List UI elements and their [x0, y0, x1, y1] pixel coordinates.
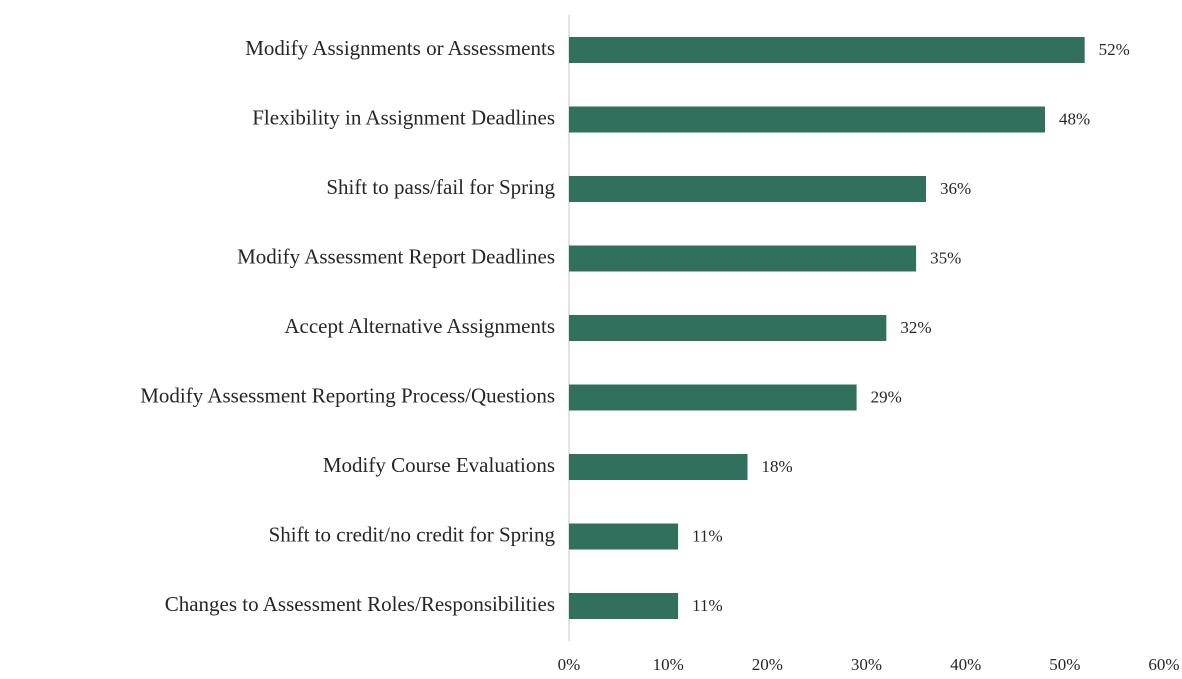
x-tick-label: 40%	[950, 655, 981, 674]
y-tick-label: Modify Course Evaluations	[323, 453, 555, 477]
y-tick-label: Modify Assignments or Assessments	[245, 36, 555, 60]
value-label: 36%	[940, 179, 971, 198]
value-label: 11%	[692, 596, 723, 615]
value-label: 48%	[1059, 109, 1090, 128]
y-tick-label: Accept Alternative Assignments	[284, 314, 555, 338]
value-label: 18%	[762, 457, 793, 476]
bar	[569, 454, 748, 480]
bar	[569, 384, 857, 411]
bar	[569, 523, 679, 550]
bar	[569, 176, 926, 202]
x-tick-label: 30%	[851, 655, 882, 674]
value-label: 35%	[930, 248, 961, 267]
bar	[569, 106, 1045, 133]
x-tick-label: 20%	[752, 655, 783, 674]
y-tick-label: Modify Assessment Report Deadlines	[237, 244, 555, 268]
bar	[569, 593, 679, 619]
y-tick-label: Changes to Assessment Roles/Responsibili…	[165, 592, 555, 616]
value-label: 32%	[900, 318, 931, 337]
bar	[569, 37, 1085, 63]
bar	[569, 245, 917, 272]
x-tick-label: 60%	[1148, 655, 1179, 674]
y-tick-label: Shift to credit/no credit for Spring	[269, 522, 556, 546]
y-tick-label: Modify Assessment Reporting Process/Ques…	[140, 383, 555, 407]
value-label: 29%	[871, 387, 902, 406]
value-label: 52%	[1099, 40, 1130, 59]
y-tick-label: Flexibility in Assignment Deadlines	[252, 105, 555, 129]
value-label: 11%	[692, 526, 723, 545]
y-tick-label: Shift to pass/fail for Spring	[326, 175, 555, 199]
x-tick-label: 10%	[653, 655, 684, 674]
x-tick-label: 50%	[1049, 655, 1080, 674]
bar	[569, 315, 887, 341]
x-tick-label: 0%	[558, 655, 581, 674]
